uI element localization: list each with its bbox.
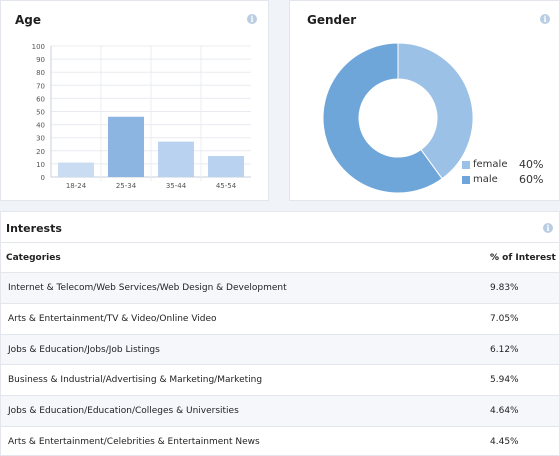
y-tick-label: 60 (36, 95, 45, 103)
interest-category: Business & Industrial/Advertising & Mark… (8, 375, 263, 386)
legend-label-female: female (473, 159, 508, 170)
table-row[interactable]: Jobs & Education/Education/Colleges & Un… (1, 396, 559, 427)
y-tick-label: 80 (36, 69, 45, 77)
interest-category: Jobs & Education/Education/Colleges & Un… (8, 406, 239, 417)
slice-female (397, 42, 474, 180)
bar-45-54 (208, 156, 244, 177)
info-icon[interactable]: i (543, 223, 553, 233)
age-bar-chart: 0 10 20 30 40 50 60 70 80 90 100 18-24 25-34 35-44 45-… (32, 43, 251, 190)
legend-label-male: male (473, 174, 498, 185)
x-tick-label: 35-44 (166, 182, 187, 190)
y-tick-label: 90 (36, 56, 45, 64)
table-header: Categories % of Interest (1, 242, 559, 273)
age-title: Age (15, 13, 42, 27)
y-tick-label: 40 (36, 122, 45, 130)
table-row[interactable]: Arts & Entertainment/TV & Video/Online V… (1, 304, 559, 335)
interest-percentage: 5.94% (490, 375, 519, 386)
gender-donut-chart (322, 42, 474, 194)
bar-25-34 (108, 116, 144, 177)
info-icon[interactable]: i (540, 14, 550, 24)
age-card: Age i 0 10 20 30 40 50 60 70 80 90 100 18-24 25-34 35… (0, 0, 269, 201)
table-row[interactable]: Arts & Entertainment/Celebrities & Enter… (1, 427, 559, 456)
table-body: Internet & Telecom/Web Services/Web Desi… (1, 273, 559, 456)
interest-category: Jobs & Education/Jobs/Job Listings (8, 344, 160, 355)
x-tick-label: 45-54 (216, 182, 237, 190)
info-icon[interactable]: i (247, 14, 257, 24)
y-tick-label: 30 (36, 135, 45, 143)
interest-category: Internet & Telecom/Web Services/Web Desi… (8, 283, 287, 293)
interests-title: Interests (6, 222, 62, 235)
y-tick-label: 70 (36, 82, 45, 90)
table-row[interactable]: Business & Industrial/Advertising & Mark… (1, 365, 559, 397)
legend-value-male: 60% (519, 173, 544, 186)
y-tick-label: 10 (36, 161, 45, 169)
interest-percentage: 6.12% (490, 344, 519, 355)
slice-male (322, 42, 443, 194)
y-tick-label: 20 (36, 148, 45, 156)
y-tick-label: 50 (36, 109, 45, 117)
x-tick-label: 25-34 (116, 182, 137, 190)
interests-table: Categories % of Interest Internet & Tele… (1, 242, 559, 456)
column-header-categories[interactable]: Categories (6, 253, 61, 263)
interest-category: Arts & Entertainment/Celebrities & Enter… (8, 436, 260, 447)
interest-category: Arts & Entertainment/TV & Video/Online V… (8, 313, 217, 324)
legend-swatch-female (462, 161, 470, 169)
interests-card: Interests i Categories % of Interest Int… (0, 211, 560, 456)
y-tick-label: 0 (41, 174, 45, 182)
y-tick-label: 100 (32, 43, 45, 51)
bar-35-44 (158, 141, 194, 177)
gender-title: Gender (307, 13, 357, 27)
table-row[interactable]: Internet & Telecom/Web Services/Web Desi… (1, 273, 559, 304)
legend-swatch-male (462, 176, 470, 184)
table-row[interactable]: Jobs & Education/Jobs/Job Listings 6.12% (1, 334, 559, 366)
x-tick-label: 18-24 (66, 182, 87, 190)
legend-item-female: female 40% (462, 158, 552, 172)
gender-card: Gender i female 40% male 60% (289, 0, 560, 201)
legend-value-female: 40% (519, 158, 544, 171)
interest-percentage: 7.05% (490, 313, 519, 324)
interest-percentage: 4.64% (490, 406, 519, 417)
interest-percentage: 9.83% (490, 283, 519, 293)
column-header-pct[interactable]: % of Interest (490, 253, 556, 263)
legend-item-male: male 60% (462, 173, 552, 187)
bar-18-24 (58, 162, 94, 177)
interest-percentage: 4.45% (490, 436, 519, 447)
